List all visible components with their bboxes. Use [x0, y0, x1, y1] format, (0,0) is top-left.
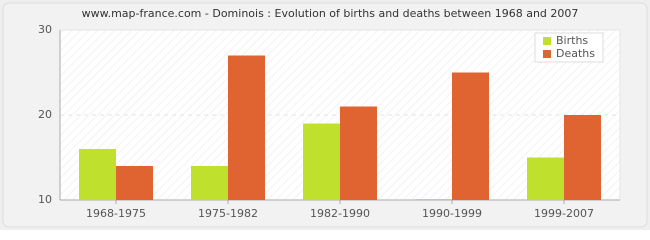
bar: [415, 199, 452, 200]
chart: www.map-france.com - Dominois : Evolutio…: [0, 0, 650, 230]
x-tick-label: 1990-1999: [422, 207, 482, 220]
x-tick-label: 1982-1990: [310, 207, 370, 220]
y-tick-label: 10: [38, 193, 52, 206]
bar: [303, 123, 340, 200]
x-tick-label: 1968-1975: [86, 207, 146, 220]
bar: [340, 106, 377, 200]
bar: [452, 72, 489, 200]
legend-swatch: [543, 50, 551, 58]
y-tick-label: 30: [38, 23, 52, 36]
bar: [191, 166, 228, 200]
chart-title: www.map-france.com - Dominois : Evolutio…: [82, 7, 579, 20]
y-tick-label: 20: [38, 108, 52, 121]
x-tick-label: 1975-1982: [198, 207, 258, 220]
bar: [527, 157, 564, 200]
x-tick-label: 1999-2007: [534, 207, 594, 220]
legend-label: Deaths: [556, 47, 595, 60]
bar: [228, 55, 265, 200]
legend-swatch: [543, 37, 551, 45]
legend-label: Births: [556, 34, 588, 47]
bar: [79, 149, 116, 200]
bar: [564, 115, 601, 200]
bar: [116, 166, 153, 200]
